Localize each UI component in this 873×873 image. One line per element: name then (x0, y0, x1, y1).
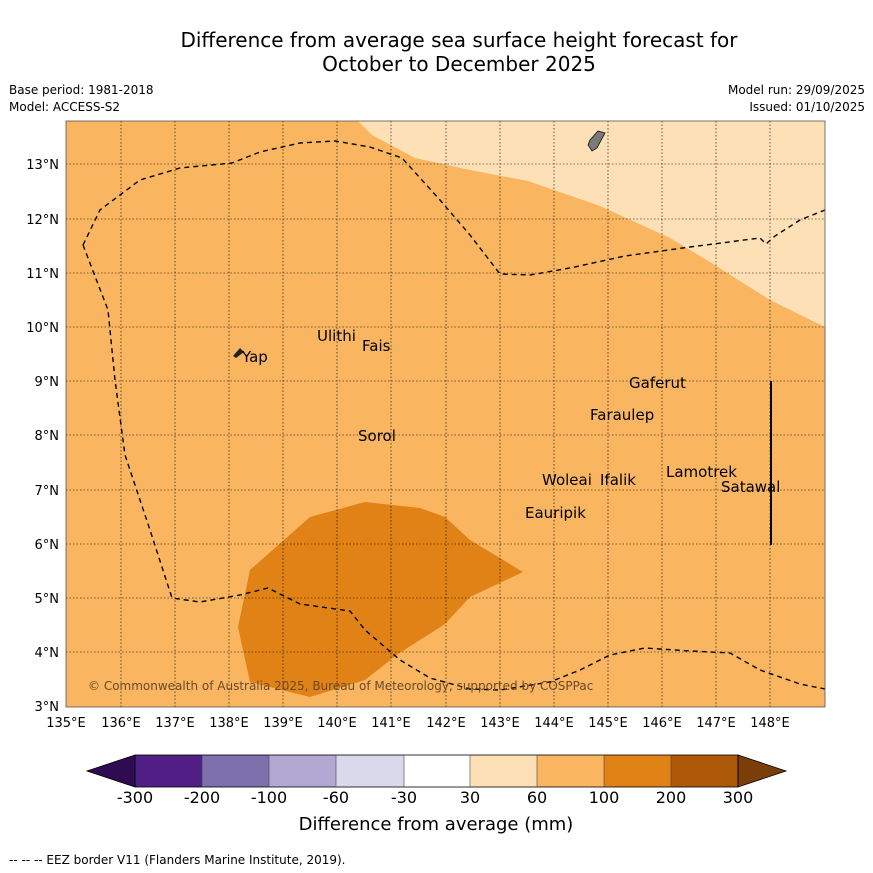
place-labels: Yap Ulithi Fais Sorol Gaferut Faraulep W… (241, 327, 780, 522)
colorbar-title: Difference from average (mm) (299, 814, 574, 835)
colorbar-extend-high (737, 754, 788, 788)
base-period: Base period: 1981-2018 (9, 83, 154, 97)
meta-right: Model run: 29/09/2025 Issued: 01/10/2025 (728, 82, 865, 116)
colorbar-tick: 200 (656, 788, 687, 807)
colorbar-tick: -60 (323, 788, 349, 807)
colorbar-tick: 100 (589, 788, 620, 807)
label-ulithi: Ulithi (317, 327, 356, 345)
lat-tick: 7°N (35, 484, 60, 499)
lat-tick: 9°N (35, 375, 60, 390)
label-sorol: Sorol (358, 427, 396, 445)
title-line-2: October to December 2025 (322, 52, 596, 76)
colorbar-bin (336, 755, 404, 787)
colorbar-tick: 300 (723, 788, 754, 807)
colorbar-tick-labels: -300 -200 -100 -60 -30 30 60 100 200 300 (117, 788, 753, 807)
lon-tick: 144°E (534, 716, 574, 731)
lat-tick: 3°N (35, 700, 60, 715)
lon-tick: 147°E (696, 716, 736, 731)
lon-tick: 135°E (46, 716, 86, 731)
guam-island-shape (587, 130, 606, 152)
lon-tick-labels: 135°E 136°E 137°E 138°E 139°E 140°E 141°… (46, 716, 790, 731)
colorbar-bin (404, 755, 470, 787)
map-title: Difference from average sea surface heig… (0, 28, 873, 76)
eez-border-north (82, 140, 825, 276)
lat-tick: 12°N (26, 213, 59, 228)
lon-tick: 139°E (263, 716, 303, 731)
model-run: Model run: 29/09/2025 (727, 83, 865, 97)
colorbar-tick: -100 (251, 788, 287, 807)
model-name: Model: ACCESS-S2 (9, 100, 121, 114)
issued-date: Issued: 01/10/2025 (749, 100, 865, 114)
colorbar-dividers (201, 755, 672, 787)
colorbar-bin (671, 755, 738, 787)
anomaly-fill-100-200 (238, 502, 523, 697)
lon-tick: 136°E (101, 716, 141, 731)
colorbar-bin (470, 755, 537, 787)
lat-tick: 10°N (26, 321, 59, 336)
lat-tick-labels: 3°N 4°N 5°N 6°N 7°N 8°N 9°N 10°N 11°N 12… (26, 158, 59, 715)
label-eauripik: Eauripik (525, 504, 586, 522)
copyright-notice: © Commonwealth of Australia 2025, Bureau… (88, 679, 593, 693)
label-gaferut: Gaferut (629, 374, 686, 392)
lon-tick: 148°E (750, 716, 790, 731)
colorbar-tick: 30 (460, 788, 480, 807)
colorbar-frame (134, 754, 739, 788)
label-satawal: Satawal (721, 478, 780, 496)
lon-tick: 138°E (209, 716, 249, 731)
colorbar-bin (202, 755, 269, 787)
label-lamotrek: Lamotrek (666, 463, 737, 481)
colorbar-bin (537, 755, 604, 787)
colorbar-tick: 60 (527, 788, 547, 807)
map-area: Yap Ulithi Fais Sorol Gaferut Faraulep W… (66, 121, 825, 707)
meta-left: Base period: 1981-2018 Model: ACCESS-S2 (9, 82, 154, 116)
yap-island-shape (233, 348, 244, 358)
colorbar-bin (604, 755, 671, 787)
lat-tick: 6°N (35, 538, 60, 553)
lon-tick: 141°E (371, 716, 411, 731)
lon-tick: 142°E (426, 716, 466, 731)
label-ifalik: Ifalik (600, 471, 636, 489)
lat-tick: 8°N (35, 429, 60, 444)
colorbar-bin (135, 755, 202, 787)
lon-tick: 146°E (642, 716, 682, 731)
eez-footnote: -- -- -- EEZ border V11 (Flanders Marine… (9, 853, 346, 867)
lon-tick: 140°E (317, 716, 357, 731)
label-woleai: Woleai (542, 471, 592, 489)
map-frame (65, 120, 826, 708)
label-yap: Yap (241, 348, 268, 366)
anomaly-fill-30-60 (358, 121, 825, 327)
lon-tick: 143°E (480, 716, 520, 731)
colorbar-bin (269, 755, 336, 787)
colorbar-tick: -300 (117, 788, 153, 807)
lat-tick: 11°N (26, 267, 59, 282)
lon-tick: 145°E (588, 716, 628, 731)
colorbar-tick: -30 (391, 788, 417, 807)
lon-tick: 137°E (155, 716, 195, 731)
lat-tick: 13°N (26, 158, 59, 173)
graticule (66, 121, 825, 707)
lat-tick: 4°N (35, 646, 60, 661)
colorbar-tick: -200 (184, 788, 220, 807)
title-line-1: Difference from average sea surface heig… (180, 28, 738, 52)
label-fais: Fais (362, 337, 391, 355)
colorbar: -300 -200 -100 -60 -30 30 60 100 200 300… (85, 754, 788, 835)
colorbar-extend-low (85, 754, 136, 788)
label-faraulep: Faraulep (590, 406, 654, 424)
lat-tick: 5°N (35, 592, 60, 607)
